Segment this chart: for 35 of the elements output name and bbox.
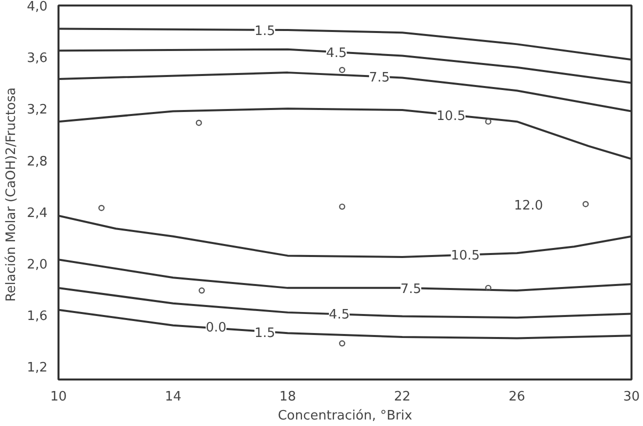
- x-tick-label: 26: [508, 390, 526, 404]
- y-tick-label: 1,2: [26, 360, 48, 376]
- annotation: 7.5: [369, 70, 390, 86]
- y-tick-label: 1,6: [26, 309, 48, 324]
- annotation: 1.5: [254, 326, 276, 341]
- y-tick-label: 2,0: [26, 257, 48, 272]
- point: [339, 204, 346, 210]
- y-tick-label: 2,4: [26, 206, 48, 221]
- point: [98, 204, 105, 212]
- annotation: 7.5: [400, 282, 422, 297]
- point: [485, 118, 492, 125]
- x-tick-label: 22: [394, 390, 411, 404]
- annotation: 4.5: [328, 308, 350, 323]
- x-tick-label: 14: [164, 390, 182, 404]
- point: [196, 120, 202, 126]
- x-axis-title: Concentración, °Brix: [278, 408, 412, 424]
- x-tick-label: 10: [50, 390, 67, 404]
- y-tick-label: 4,0: [26, 0, 48, 14]
- annotation: 4.5: [326, 46, 347, 61]
- point: [582, 201, 589, 208]
- annotation: 12.0: [514, 198, 543, 214]
- point: [339, 66, 346, 74]
- y-tick-label: 3,6: [26, 51, 48, 66]
- y-tick-label: 3,2: [26, 102, 48, 118]
- x-tick-label: 30: [623, 390, 640, 404]
- point: [339, 340, 346, 346]
- point: [198, 287, 205, 294]
- annotation: 1.5: [254, 24, 276, 40]
- annotation: 10.5: [436, 109, 466, 124]
- point: [485, 284, 492, 292]
- annotation: 10.5: [450, 248, 480, 264]
- x-tick-label: 18: [279, 390, 296, 404]
- annotation: 0.0: [206, 320, 226, 336]
- y-axis-title: Relación Molar (CaOH)2/Fructosa: [4, 87, 19, 302]
- y-tick-label: 2,8: [26, 154, 48, 170]
